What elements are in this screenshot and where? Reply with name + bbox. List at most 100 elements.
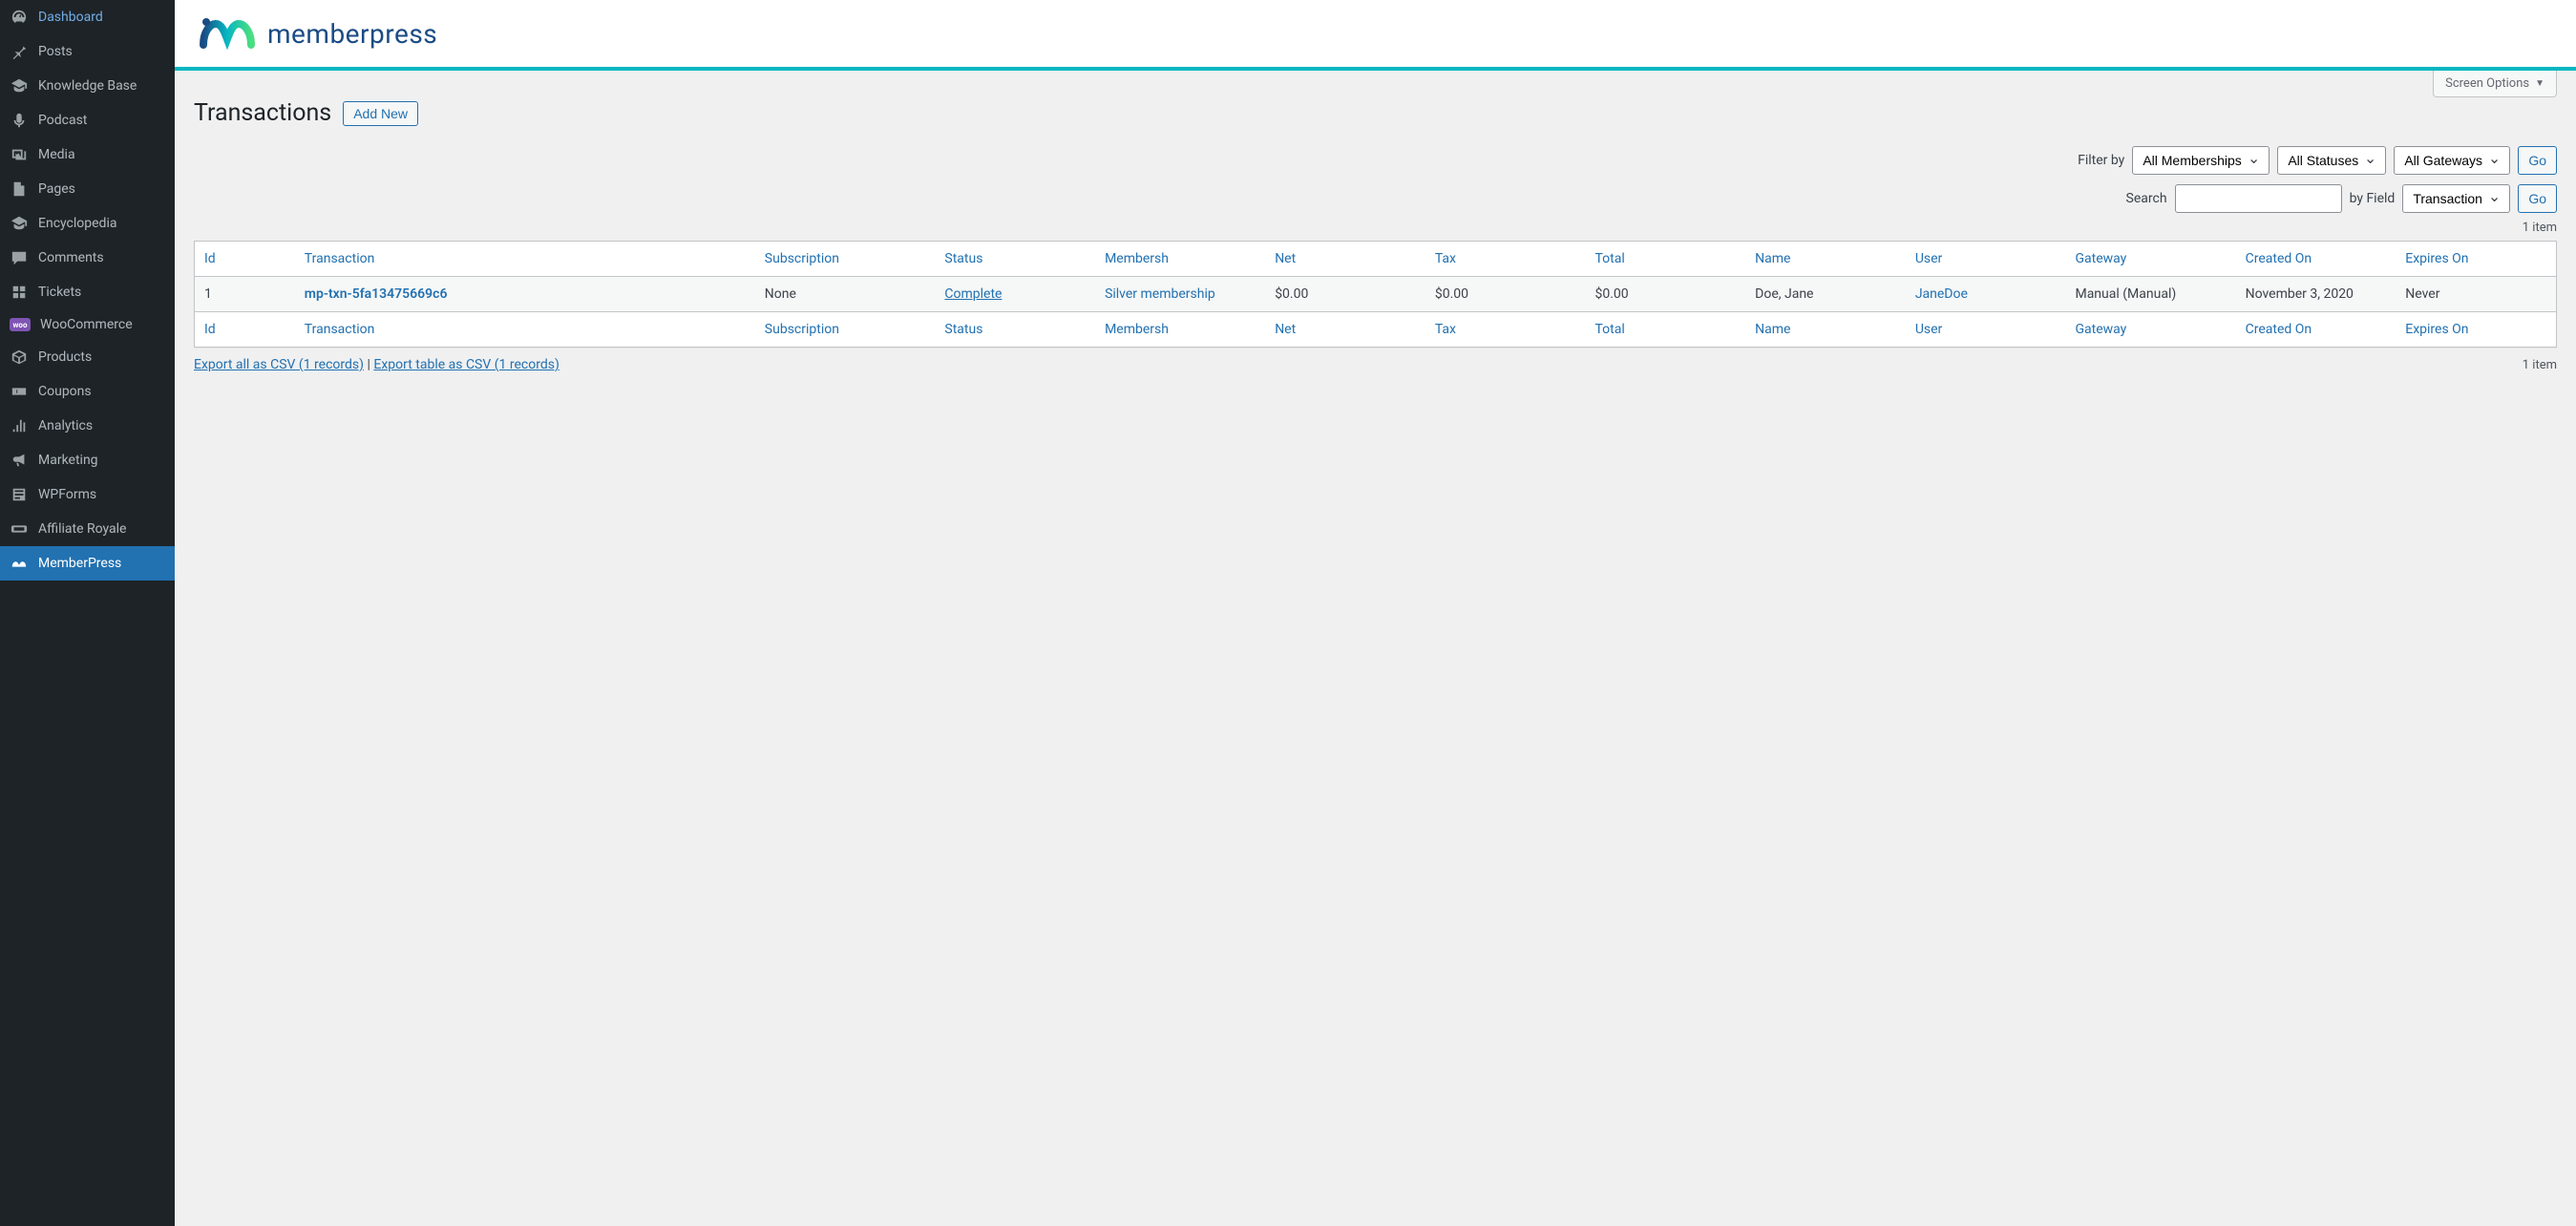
export-all-link[interactable]: Export all as CSV (1 records) xyxy=(194,357,364,372)
add-new-button[interactable]: Add New xyxy=(343,101,418,126)
cell-membership-link[interactable]: Silver membership xyxy=(1105,286,1215,302)
megaphone-icon xyxy=(10,451,29,470)
cell-net: $0.00 xyxy=(1265,277,1425,312)
sidebar-item-dashboard[interactable]: Dashboard xyxy=(0,0,175,34)
sidebar-item-tickets[interactable]: Tickets xyxy=(0,275,175,309)
sidebar-item-woocommerce[interactable]: woo WooCommerce xyxy=(0,309,175,340)
sidebar-item-label: MemberPress xyxy=(38,556,165,571)
sidebar-item-label: Knowledge Base xyxy=(38,78,165,94)
cell-status-link[interactable]: Complete xyxy=(944,286,1002,302)
sidebar-item-label: Encyclopedia xyxy=(38,216,165,231)
sidebar-item-products[interactable]: Products xyxy=(0,340,175,374)
export-separator: | xyxy=(364,357,373,372)
col-expires-on[interactable]: Expires On xyxy=(2405,251,2468,266)
filter-membership-select[interactable]: All Memberships xyxy=(2132,146,2270,175)
col-user[interactable]: User xyxy=(1915,322,1942,337)
col-gateway[interactable]: Gateway xyxy=(2075,322,2126,337)
sidebar-item-analytics[interactable]: Analytics xyxy=(0,409,175,443)
box-icon xyxy=(10,348,29,367)
sidebar-item-label: Products xyxy=(38,349,165,365)
col-expires-on[interactable]: Expires On xyxy=(2405,322,2468,337)
memberpress-icon xyxy=(10,554,29,573)
col-transaction[interactable]: Transaction xyxy=(305,251,375,266)
admin-sidebar: Dashboard Posts Knowledge Base Podcast M… xyxy=(0,0,175,1226)
media-icon xyxy=(10,145,29,164)
table-footer-row: Id Transaction Subscription Status Membe… xyxy=(195,312,2556,348)
woo-icon: woo xyxy=(10,318,31,331)
pin-icon xyxy=(10,42,29,61)
sidebar-item-memberpress[interactable]: MemberPress xyxy=(0,546,175,581)
comment-icon xyxy=(10,248,29,267)
sidebar-item-label: Marketing xyxy=(38,453,165,468)
search-go-button[interactable]: Go xyxy=(2518,184,2557,213)
col-created-on[interactable]: Created On xyxy=(2246,251,2312,266)
cell-transaction-link[interactable]: mp-txn-5fa13475669c6 xyxy=(305,286,448,302)
brand-bar: memberpress xyxy=(175,0,2576,71)
memberpress-logo-icon xyxy=(199,14,256,53)
filter-row: Filter by All Memberships All Statuses A… xyxy=(2078,146,2557,175)
col-net[interactable]: Net xyxy=(1275,251,1296,266)
col-membership[interactable]: Membersh xyxy=(1105,251,1169,266)
table-row: 1 mp-txn-5fa13475669c6 None Complete Sil… xyxy=(195,277,2556,312)
export-table-link[interactable]: Export table as CSV (1 records) xyxy=(373,357,559,372)
page-title: Transactions xyxy=(194,99,331,127)
search-field-select[interactable]: Transaction xyxy=(2402,184,2510,213)
col-subscription[interactable]: Subscription xyxy=(765,322,839,337)
col-name[interactable]: Name xyxy=(1755,251,1790,266)
screen-options-label: Screen Options xyxy=(2445,76,2529,91)
col-total[interactable]: Total xyxy=(1595,251,1625,266)
sidebar-item-label: Affiliate Royale xyxy=(38,521,165,537)
gauge-icon xyxy=(10,8,29,27)
sidebar-item-media[interactable]: Media xyxy=(0,137,175,172)
filter-by-label: Filter by xyxy=(2078,153,2124,168)
col-gateway[interactable]: Gateway xyxy=(2075,251,2126,266)
mic-icon xyxy=(10,111,29,130)
screen-options-toggle[interactable]: Screen Options ▼ xyxy=(2433,71,2557,97)
brand-logo: memberpress xyxy=(199,14,437,53)
export-links: Export all as CSV (1 records) | Export t… xyxy=(194,357,560,372)
col-net[interactable]: Net xyxy=(1275,322,1296,337)
sidebar-item-coupons[interactable]: Coupons xyxy=(0,374,175,409)
filter-status-select[interactable]: All Statuses xyxy=(2277,146,2386,175)
sidebar-item-label: WooCommerce xyxy=(40,317,165,332)
col-created-on[interactable]: Created On xyxy=(2246,322,2312,337)
col-tax[interactable]: Tax xyxy=(1435,251,1456,266)
sidebar-item-comments[interactable]: Comments xyxy=(0,241,175,275)
sidebar-item-label: Podcast xyxy=(38,113,165,128)
search-input[interactable] xyxy=(2175,184,2342,213)
item-count-bottom: 1 item xyxy=(2523,358,2557,372)
col-total[interactable]: Total xyxy=(1595,322,1625,337)
cell-user-link[interactable]: JaneDoe xyxy=(1915,286,1968,302)
col-subscription[interactable]: Subscription xyxy=(765,251,839,266)
col-id[interactable]: Id xyxy=(204,251,216,266)
sidebar-item-label: Posts xyxy=(38,44,165,59)
sidebar-item-affiliate-royale[interactable]: Affiliate Royale xyxy=(0,512,175,546)
sidebar-item-podcast[interactable]: Podcast xyxy=(0,103,175,137)
sidebar-item-wpforms[interactable]: WPForms xyxy=(0,477,175,512)
chart-icon xyxy=(10,416,29,435)
cell-gateway: Manual (Manual) xyxy=(2065,277,2235,312)
col-name[interactable]: Name xyxy=(1755,322,1790,337)
sidebar-item-label: Pages xyxy=(38,181,165,197)
col-status[interactable]: Status xyxy=(944,322,982,337)
col-transaction[interactable]: Transaction xyxy=(305,322,375,337)
cell-expires-on: Never xyxy=(2396,277,2556,312)
col-membership[interactable]: Membersh xyxy=(1105,322,1169,337)
col-status[interactable]: Status xyxy=(944,251,982,266)
sidebar-item-label: Dashboard xyxy=(38,10,165,25)
main-content: memberpress Screen Options ▼ Transaction… xyxy=(175,0,2576,1226)
sidebar-item-posts[interactable]: Posts xyxy=(0,34,175,69)
sidebar-item-label: Coupons xyxy=(38,384,165,399)
col-tax[interactable]: Tax xyxy=(1435,322,1456,337)
sidebar-item-marketing[interactable]: Marketing xyxy=(0,443,175,477)
sidebar-item-pages[interactable]: Pages xyxy=(0,172,175,206)
filter-go-button[interactable]: Go xyxy=(2518,146,2557,175)
search-row: Search by Field Transaction Go xyxy=(2126,184,2557,213)
search-label: Search xyxy=(2126,191,2167,206)
cell-tax: $0.00 xyxy=(1425,277,1586,312)
col-user[interactable]: User xyxy=(1915,251,1942,266)
sidebar-item-knowledge-base[interactable]: Knowledge Base xyxy=(0,69,175,103)
sidebar-item-encyclopedia[interactable]: Encyclopedia xyxy=(0,206,175,241)
filter-gateway-select[interactable]: All Gateways xyxy=(2394,146,2510,175)
col-id[interactable]: Id xyxy=(204,322,216,337)
